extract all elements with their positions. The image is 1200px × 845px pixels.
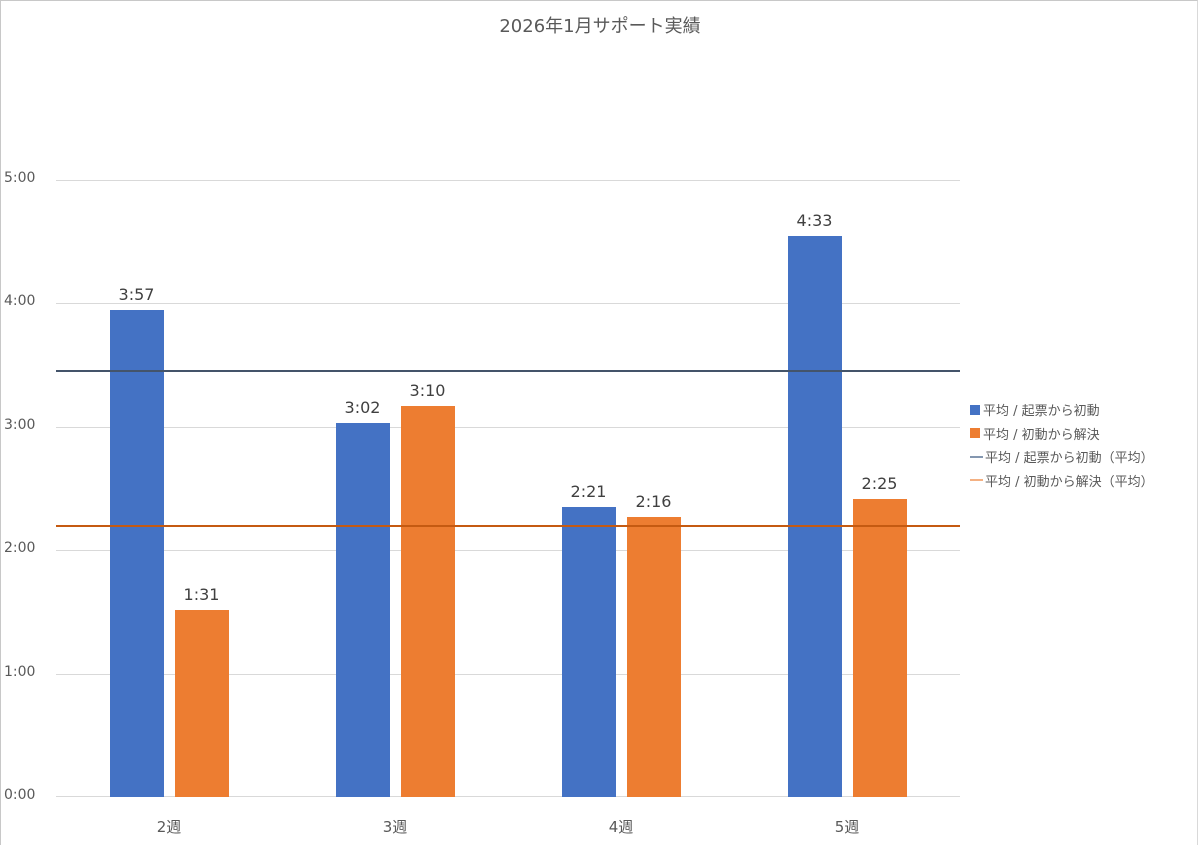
y-tick-0: 0:00 (4, 787, 36, 803)
x-tick-week5: 5週 (834, 818, 860, 836)
bar-ticket-to-first-response-3週[interactable] (335, 422, 390, 797)
data-label: 4:33 (796, 210, 833, 230)
avg-line-ticket-to-first-response[interactable] (56, 370, 960, 373)
bar-ticket-to-first-response-2週[interactable] (109, 309, 164, 797)
gridline (56, 427, 960, 428)
gridline (56, 180, 960, 181)
x-tick-week2: 2週 (156, 818, 182, 836)
x-axis-line (56, 796, 960, 797)
y-tick-4: 4:00 (4, 293, 36, 309)
data-label: 2:25 (861, 473, 898, 493)
gridline (56, 674, 960, 675)
legend-label: 平均 / 初動から解決（平均） (985, 474, 1154, 490)
bar-ticket-to-first-response-5週[interactable] (787, 235, 842, 797)
y-tick-2: 2:00 (4, 540, 36, 556)
y-tick-5: 5:00 (4, 170, 36, 186)
data-label: 3:10 (409, 381, 446, 401)
bar-first-response-to-resolution-4週[interactable] (626, 517, 681, 797)
legend-item-series1[interactable]: 平均 / 起票から初動 (970, 398, 1154, 422)
legend-item-series2[interactable]: 平均 / 初動から解決 (970, 422, 1154, 446)
plot-area: 3:57 1:31 3:02 3:10 2:21 2:16 4:33 2:25 (56, 180, 960, 797)
chart-title: 2026年1月サポート実績 (499, 16, 701, 37)
bar-swatch-icon (970, 404, 980, 415)
data-label: 1:31 (183, 584, 220, 604)
bar-first-response-to-resolution-2週[interactable] (174, 609, 229, 797)
bar-ticket-to-first-response-4週[interactable] (561, 507, 616, 797)
gridline (56, 550, 960, 551)
x-tick-week3: 3週 (382, 818, 408, 836)
legend-label: 平均 / 起票から初動（平均） (985, 451, 1154, 467)
legend-item-avg2[interactable]: 平均 / 初動から解決（平均） (970, 469, 1154, 493)
legend: 平均 / 起票から初動 平均 / 初動から解決 平均 / 起票から初動（平均） … (970, 398, 1154, 492)
y-tick-1: 1:00 (4, 664, 36, 680)
legend-item-avg1[interactable]: 平均 / 起票から初動（平均） (970, 445, 1154, 469)
data-label: 2:16 (635, 492, 672, 512)
data-label: 3:57 (118, 284, 155, 304)
bar-swatch-icon (970, 428, 980, 439)
data-label: 2:21 (570, 482, 607, 501)
data-label: 3:02 (344, 397, 381, 417)
x-tick-week4: 4週 (608, 818, 634, 836)
bar-first-response-to-resolution-3週[interactable] (400, 406, 455, 797)
legend-label: 平均 / 起票から初動 (983, 404, 1100, 420)
line-swatch-icon (970, 455, 983, 458)
bar-first-response-to-resolution-5週[interactable] (852, 498, 907, 797)
avg-line-first-response-to-resolution[interactable] (56, 524, 960, 527)
gridline (56, 303, 960, 304)
y-tick-3: 3:00 (4, 417, 36, 433)
legend-label: 平均 / 初動から解決 (983, 427, 1100, 443)
line-swatch-icon (970, 479, 983, 482)
